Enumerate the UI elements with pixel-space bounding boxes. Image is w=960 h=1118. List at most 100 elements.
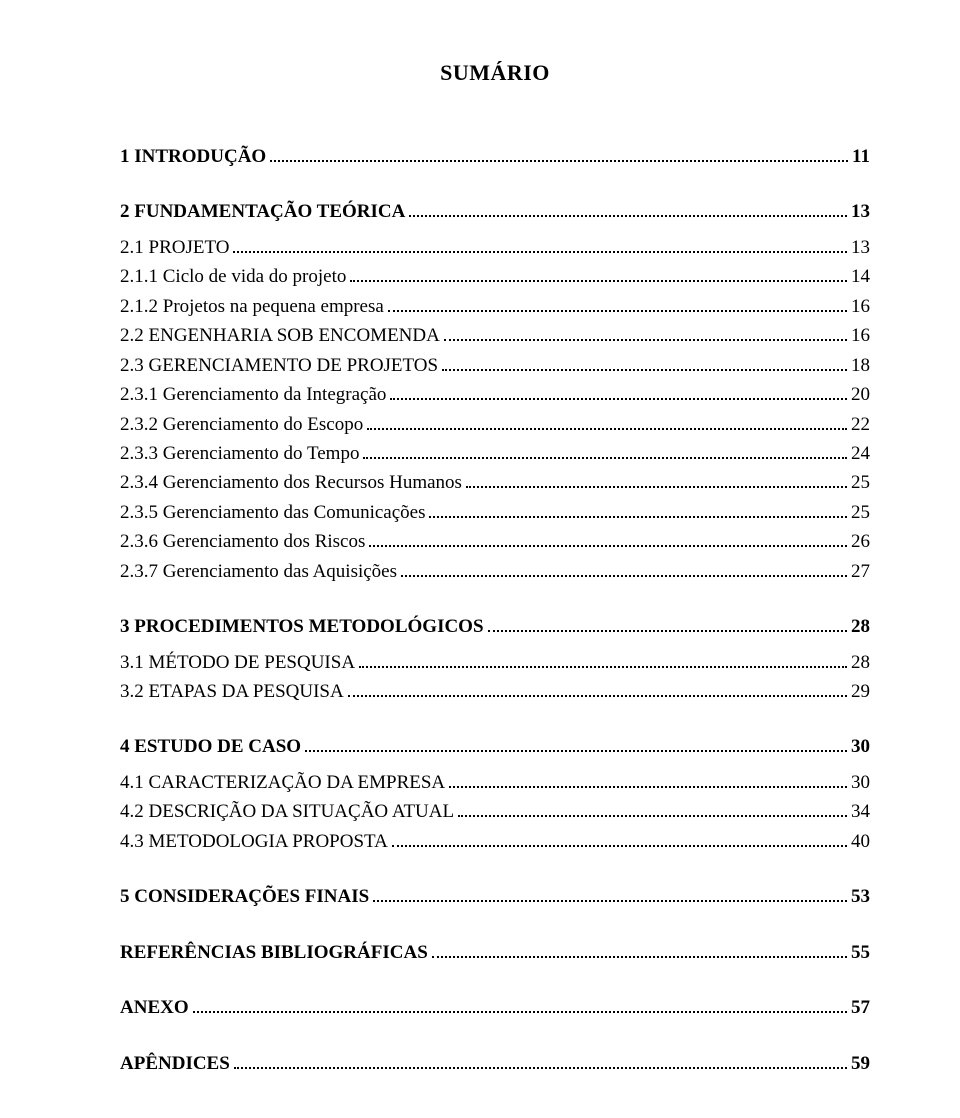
toc-entry-label: 4.3 METODOLOGIA PROPOSTA: [120, 827, 388, 856]
toc-entry: 2.3.7 Gerenciamento das Aquisições 27: [120, 557, 870, 586]
toc-entry-label: 3.2 ETAPAS DA PESQUISA: [120, 677, 344, 706]
toc-entry-page: 25: [851, 468, 870, 497]
toc-entry-page: 13: [851, 233, 870, 262]
toc-entry: 2.3.2 Gerenciamento do Escopo22: [120, 410, 870, 439]
toc-entry: 2 FUNDAMENTAÇÃO TEÓRICA 13: [120, 197, 870, 226]
toc-entry-page: 30: [851, 768, 870, 797]
toc-entry: APÊNDICES 59: [120, 1049, 870, 1078]
toc-spacer: [120, 586, 870, 612]
toc-entry: 2.1.1 Ciclo de vida do projeto 14: [120, 262, 870, 291]
toc-entry: 2.2 ENGENHARIA SOB ENCOMENDA 16: [120, 321, 870, 350]
toc-entry-label: 4.2 DESCRIÇÃO DA SITUAÇÃO ATUAL: [120, 797, 454, 826]
toc-entry-label: APÊNDICES: [120, 1049, 230, 1078]
toc-leader-dots: [359, 649, 847, 667]
toc-entry: ANEXO 57: [120, 993, 870, 1022]
toc-leader-dots: [444, 323, 847, 341]
toc-entry-label: 2.3.1 Gerenciamento da Integração: [120, 380, 386, 409]
toc-entry-label: 2.1 PROJETO: [120, 233, 229, 262]
toc-entry-page: 13: [851, 197, 870, 226]
toc-spacer: [120, 1023, 870, 1049]
toc-entry: 2.3.5 Gerenciamento das Comunicações 25: [120, 498, 870, 527]
toc-entry-page: 16: [851, 321, 870, 350]
toc-leader-dots: [350, 264, 847, 282]
toc-entry-label: ANEXO: [120, 993, 189, 1022]
toc-entry-page: 34: [851, 797, 870, 826]
toc-leader-dots: [369, 529, 847, 547]
toc-leader-dots: [348, 679, 847, 697]
toc-entry-label: 2.2 ENGENHARIA SOB ENCOMENDA: [120, 321, 440, 350]
toc-entry-label: 2.1.2 Projetos na pequena empresa: [120, 292, 384, 321]
toc-entry: 1 INTRODUÇÃO 11: [120, 142, 870, 171]
toc-entry-page: 53: [851, 882, 870, 911]
toc-spacer: [120, 706, 870, 732]
toc-entry-page: 29: [851, 677, 870, 706]
toc-entry: 2.3.1 Gerenciamento da Integração 20: [120, 380, 870, 409]
toc-entry: 2.3 GERENCIAMENTO DE PROJETOS 18: [120, 351, 870, 380]
toc-entry: 2.3.4 Gerenciamento dos Recursos Humanos…: [120, 468, 870, 497]
toc-leader-dots: [270, 144, 848, 162]
toc-spacer: [120, 171, 870, 197]
toc-leader-dots: [233, 235, 847, 253]
toc-spacer: [120, 912, 870, 938]
toc-leader-dots: [388, 294, 847, 312]
toc-entry: 4.1 CARACTERIZAÇÃO DA EMPRESA 30: [120, 768, 870, 797]
toc-entry-label: 5 CONSIDERAÇÕES FINAIS: [120, 882, 369, 911]
toc-leader-dots: [409, 199, 847, 217]
toc-leader-dots: [401, 559, 847, 577]
toc-entry-page: 25: [851, 498, 870, 527]
toc-leader-dots: [193, 995, 847, 1013]
toc-leader-dots: [432, 939, 847, 957]
toc-entry-page: 57: [851, 993, 870, 1022]
toc-entry-label: 1 INTRODUÇÃO: [120, 142, 266, 171]
toc-entry-page: 18: [851, 351, 870, 380]
toc-leader-dots: [392, 829, 847, 847]
toc-entry-label: 3 PROCEDIMENTOS METODOLÓGICOS: [120, 612, 484, 641]
toc-entry-label: 3.1 MÉTODO DE PESQUISA: [120, 648, 355, 677]
toc-entry-page: 27: [851, 557, 870, 586]
toc-leader-dots: [390, 382, 847, 400]
page-title: SUMÁRIO: [120, 60, 870, 86]
toc-entry: 2.1.2 Projetos na pequena empresa 16: [120, 292, 870, 321]
toc-entry: 4 ESTUDO DE CASO 30: [120, 732, 870, 761]
toc-entry-page: 59: [851, 1049, 870, 1078]
toc-leader-dots: [367, 411, 847, 429]
toc-leader-dots: [363, 441, 847, 459]
toc-entry-label: 2.3.6 Gerenciamento dos Riscos: [120, 527, 365, 556]
toc-entry-label: 2 FUNDAMENTAÇÃO TEÓRICA: [120, 197, 405, 226]
toc-entry-page: 11: [852, 142, 870, 171]
toc-entry-label: 4 ESTUDO DE CASO: [120, 732, 301, 761]
toc-entry: 4.3 METODOLOGIA PROPOSTA 40: [120, 827, 870, 856]
toc-leader-dots: [442, 352, 847, 370]
toc-leader-dots: [234, 1050, 847, 1068]
toc-leader-dots: [449, 770, 847, 788]
toc-spacer: [120, 967, 870, 993]
toc-entry-page: 30: [851, 732, 870, 761]
toc-leader-dots: [373, 884, 847, 902]
toc-leader-dots: [488, 614, 847, 632]
toc-entry-label: 4.1 CARACTERIZAÇÃO DA EMPRESA: [120, 768, 445, 797]
toc-entry-label: REFERÊNCIAS BIBLIOGRÁFICAS: [120, 938, 428, 967]
toc-entry: 2.3.3 Gerenciamento do Tempo 24: [120, 439, 870, 468]
toc-entry-page: 40: [851, 827, 870, 856]
toc-entry-label: 2.3.3 Gerenciamento do Tempo: [120, 439, 359, 468]
toc-entry: 2.3.6 Gerenciamento dos Riscos 26: [120, 527, 870, 556]
toc-entry-label: 2.3.5 Gerenciamento das Comunicações: [120, 498, 425, 527]
toc-entry-page: 16: [851, 292, 870, 321]
toc-entry-page: 20: [851, 380, 870, 409]
toc-entry: 5 CONSIDERAÇÕES FINAIS 53: [120, 882, 870, 911]
toc-leader-dots: [429, 500, 847, 518]
toc-entry: REFERÊNCIAS BIBLIOGRÁFICAS55: [120, 938, 870, 967]
toc-entry-label: 2.3.7 Gerenciamento das Aquisições: [120, 557, 397, 586]
toc-entry-page: 14: [851, 262, 870, 291]
toc-entry: 4.2 DESCRIÇÃO DA SITUAÇÃO ATUAL 34: [120, 797, 870, 826]
toc-entry-page: 26: [851, 527, 870, 556]
toc-entry: 2.1 PROJETO 13: [120, 233, 870, 262]
toc-entry-page: 28: [851, 612, 870, 641]
toc-entry: 3 PROCEDIMENTOS METODOLÓGICOS 28: [120, 612, 870, 641]
toc-entry-label: 2.3.4 Gerenciamento dos Recursos Humanos: [120, 468, 462, 497]
toc-entry-label: 2.3.2 Gerenciamento do Escopo: [120, 410, 363, 439]
toc-entry-label: 2.3 GERENCIAMENTO DE PROJETOS: [120, 351, 438, 380]
toc-entry-label: 2.1.1 Ciclo de vida do projeto: [120, 262, 346, 291]
toc-entry-page: 24: [851, 439, 870, 468]
toc-leader-dots: [458, 799, 847, 817]
